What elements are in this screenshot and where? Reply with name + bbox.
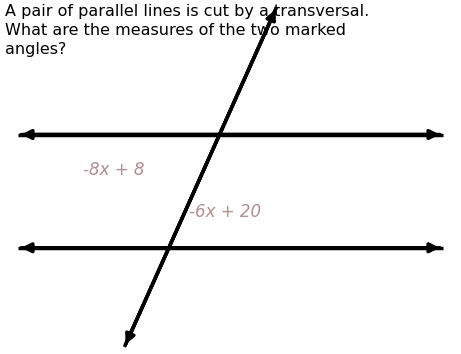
Text: A pair of parallel lines is cut by a transversal.
What are the measures of the t: A pair of parallel lines is cut by a tra…	[5, 4, 369, 57]
Text: -6x + 20: -6x + 20	[189, 204, 261, 221]
Text: -8x + 8: -8x + 8	[83, 161, 144, 179]
